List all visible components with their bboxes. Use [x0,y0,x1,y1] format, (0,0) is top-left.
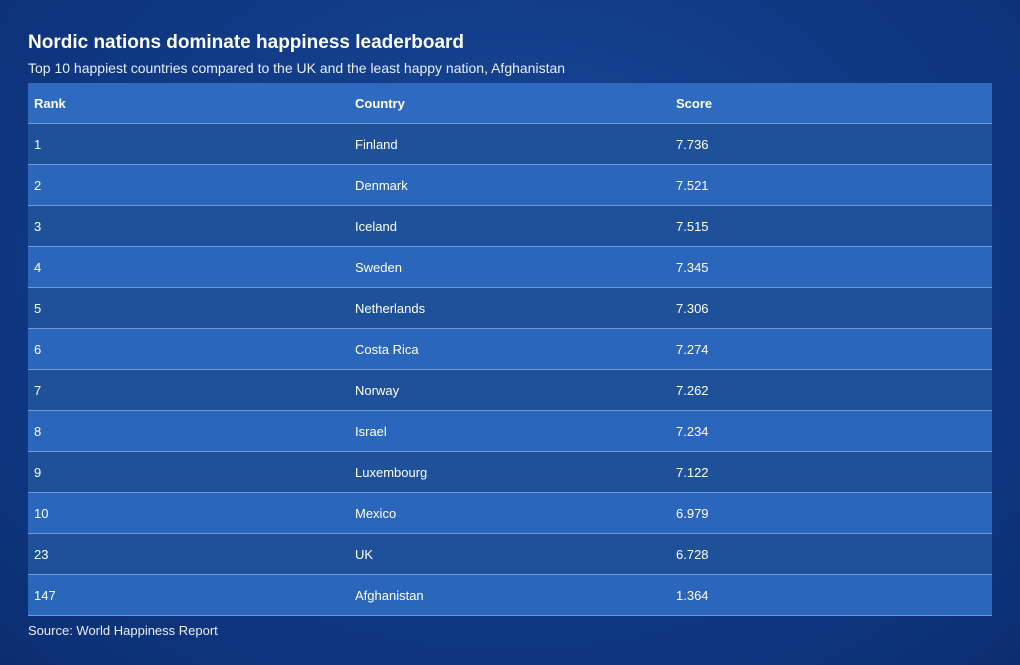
rank-cell: 3 [28,205,349,247]
happiness-table: Rank Country Score 1 Finland 7.736 2 Denmark… [28,83,992,616]
country-cell: Norway [349,369,670,411]
country-cell: Finland [349,123,670,165]
source-note: Source: World Happiness Report [28,623,218,638]
country-cell: Luxembourg [349,451,670,493]
chart-title: Nordic nations dominate happiness leader… [28,32,465,53]
rank-cell: 2 [28,164,349,206]
table-row: 8 Israel 7.234 [28,410,992,452]
chart-container: Nordic nations dominate happiness leader… [28,32,992,638]
table-row: 10 Mexico 6.979 [28,492,992,534]
rank-cell: 4 [28,246,349,288]
rank-cell: 6 [28,328,349,370]
table-row: 3 Iceland 7.515 [28,205,992,247]
country-cell: Netherlands [349,287,670,329]
rank-cell: 5 [28,287,349,329]
country-cell: Israel [349,410,670,452]
table-row: 2 Denmark 7.521 [28,164,992,206]
country-cell: Mexico [349,492,670,534]
column-header-rank: Rank [28,83,349,124]
score-cell: 7.515 [670,205,992,247]
score-cell: 7.521 [670,164,992,206]
score-cell: 6.979 [670,492,992,534]
column-header-country: Country [349,83,670,124]
table-row: 6 Costa Rica 7.274 [28,328,992,370]
table-row: 9 Luxembourg 7.122 [28,451,992,493]
table-row: 147 Afghanistan 1.364 [28,574,992,616]
score-cell: 7.262 [670,369,992,411]
rank-cell: 10 [28,492,349,534]
rank-cell: 23 [28,533,349,575]
score-cell: 7.274 [670,328,992,370]
score-cell: 6.728 [670,533,992,575]
rank-cell: 7 [28,369,349,411]
country-cell: Iceland [349,205,670,247]
score-cell: 7.306 [670,287,992,329]
rank-cell: 1 [28,123,349,165]
country-cell: Denmark [349,164,670,206]
rank-cell: 147 [28,574,349,616]
rank-cell: 8 [28,410,349,452]
table-header-row: Rank Country Score [28,83,992,124]
score-cell: 7.736 [670,123,992,165]
score-cell: 7.345 [670,246,992,288]
rank-cell: 9 [28,451,349,493]
country-cell: UK [349,533,670,575]
chart-subtitle: Top 10 happiest countries compared to th… [28,60,566,76]
score-cell: 7.122 [670,451,992,493]
table-body: 1 Finland 7.736 2 Denmark 7.521 3 Iceland 7.515 4… [28,123,992,616]
score-cell: 7.234 [670,410,992,452]
table-row: 1 Finland 7.736 [28,123,992,165]
table-row: 5 Netherlands 7.306 [28,287,992,329]
score-cell: 1.364 [670,574,992,616]
country-cell: Sweden [349,246,670,288]
table-row: 23 UK 6.728 [28,533,992,575]
column-header-score: Score [670,83,992,124]
table-row: 4 Sweden 7.345 [28,246,992,288]
table-row: 7 Norway 7.262 [28,369,992,411]
country-cell: Costa Rica [349,328,670,370]
country-cell: Afghanistan [349,574,670,616]
